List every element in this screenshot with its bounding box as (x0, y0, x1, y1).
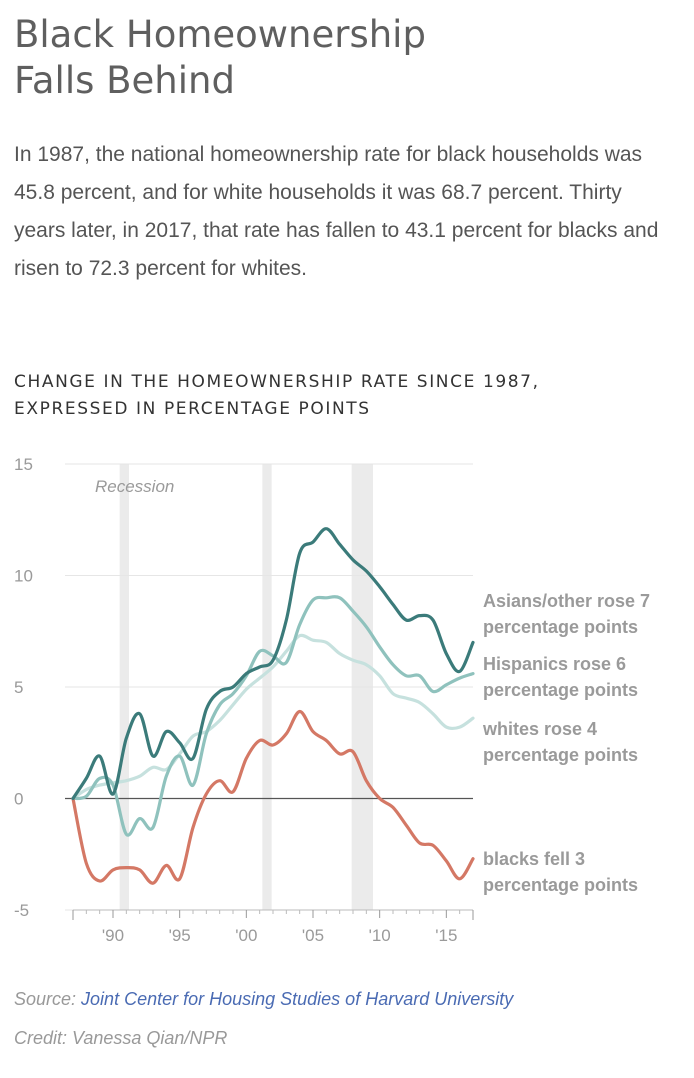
x-tick-label: '15 (435, 926, 457, 945)
x-tick-label: '05 (302, 926, 324, 945)
line-chart: 15 10 5 0 -5 '90 '95 '00 '05 '10 '15 Recession As… (14, 455, 650, 945)
recession-label: Recession (95, 477, 174, 496)
series-line-blacks (71, 709, 475, 885)
y-tick-label: 15 (14, 455, 33, 474)
page-title-line-2: Falls Behind (14, 59, 235, 102)
page-title: Black Homeownership Falls Behind (14, 12, 674, 104)
series-label-hispanics: percentage points (483, 680, 638, 700)
source-line: Source: Joint Center for Housing Studies… (14, 983, 674, 1015)
chart-title-line-1: CHANGE IN THE HOMEOWNERSHIP RATE SINCE 1… (14, 372, 540, 392)
intro-paragraph: In 1987, the national homeownership rate… (14, 143, 659, 280)
y-tick-label: -5 (14, 901, 29, 920)
series-label-asians-other: percentage points (483, 617, 638, 637)
source-prefix: Source: (14, 989, 82, 1009)
y-tick-label: 10 (14, 567, 33, 586)
y-tick-label: 5 (14, 678, 23, 697)
x-tick-label: '10 (369, 926, 391, 945)
series-labels: Asians/other rose 7 percentage points Hisp… (482, 591, 650, 895)
series-line-asians-other (71, 527, 475, 801)
series-line-hispanics (71, 595, 475, 837)
series-label-blacks: percentage points (483, 875, 638, 895)
credit-line: Credit: Vanessa Qian/NPR (14, 1028, 228, 1048)
series-lines (71, 527, 475, 885)
series-label-blacks: blacks fell 3 (483, 849, 585, 869)
y-axis-labels: 15 10 5 0 -5 (14, 455, 33, 920)
series-label-hispanics: Hispanics rose 6 (483, 654, 626, 674)
x-tick-label: '95 (169, 926, 191, 945)
chart-title-line-2: EXPRESSED IN PERCENTAGE POINTS (14, 399, 371, 419)
page-title-line-1: Black Homeownership (14, 13, 426, 56)
series-line-whites (71, 633, 475, 801)
series-label-whites: whites rose 4 (482, 719, 597, 739)
x-tick-label: '90 (102, 926, 124, 945)
chart-title: CHANGE IN THE HOMEOWNERSHIP RATE SINCE 1… (14, 369, 674, 423)
x-tick-label: '00 (235, 926, 257, 945)
series-label-whites: percentage points (483, 745, 638, 765)
y-tick-label: 0 (14, 790, 23, 809)
series-label-asians-other: Asians/other rose 7 (483, 591, 650, 611)
x-axis: '90 '95 '00 '05 '10 '15 (72, 909, 474, 945)
source-link[interactable]: Joint Center for Housing Studies of Harv… (81, 989, 514, 1009)
